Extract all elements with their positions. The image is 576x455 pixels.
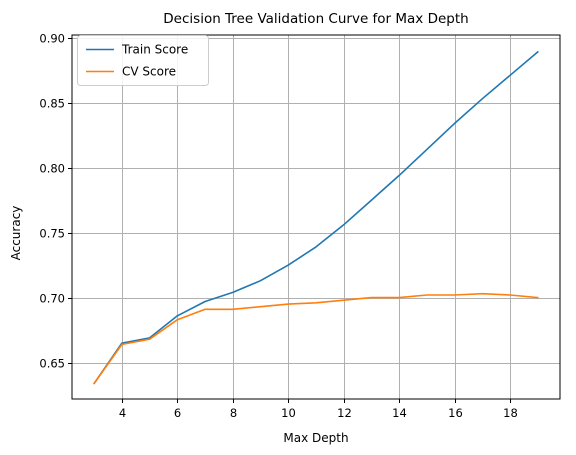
series-line-train (93, 50, 539, 385)
y-tick-label: 0.65 (39, 357, 65, 371)
series-lines (93, 50, 539, 385)
x-tick-label: 16 (448, 406, 463, 420)
y-tick-label: 0.90 (39, 32, 65, 46)
y-tick-label: 0.75 (39, 227, 65, 241)
x-tick-label: 10 (281, 406, 296, 420)
legend: Train Score CV Score (77, 35, 209, 86)
chart-title: Decision Tree Validation Curve for Max D… (163, 11, 468, 27)
grid (72, 35, 560, 399)
axis-ticks: 4 6 8 10 12 14 16 18 0.65 0.70 0.75 0.80 0.85 0.90 (39, 32, 517, 421)
legend-label-cv: CV Score (122, 65, 176, 79)
y-axis-label: Accuracy (9, 206, 23, 261)
y-tick-label: 0.80 (39, 162, 65, 176)
series-line-cv (93, 292, 539, 385)
legend-box (77, 35, 209, 86)
x-tick-label: 14 (392, 406, 407, 420)
y-tick-label: 0.85 (39, 97, 65, 111)
legend-label-train: Train Score (121, 43, 188, 57)
x-axis-label: Max Depth (283, 431, 348, 445)
x-tick-label: 18 (503, 406, 518, 420)
x-tick-label: 12 (337, 406, 352, 420)
y-tick-label: 0.70 (39, 292, 65, 306)
x-tick-label: 6 (174, 406, 181, 420)
plot-frame (71, 34, 561, 400)
x-tick-label: 4 (119, 406, 126, 420)
x-tick-label: 8 (230, 406, 237, 420)
